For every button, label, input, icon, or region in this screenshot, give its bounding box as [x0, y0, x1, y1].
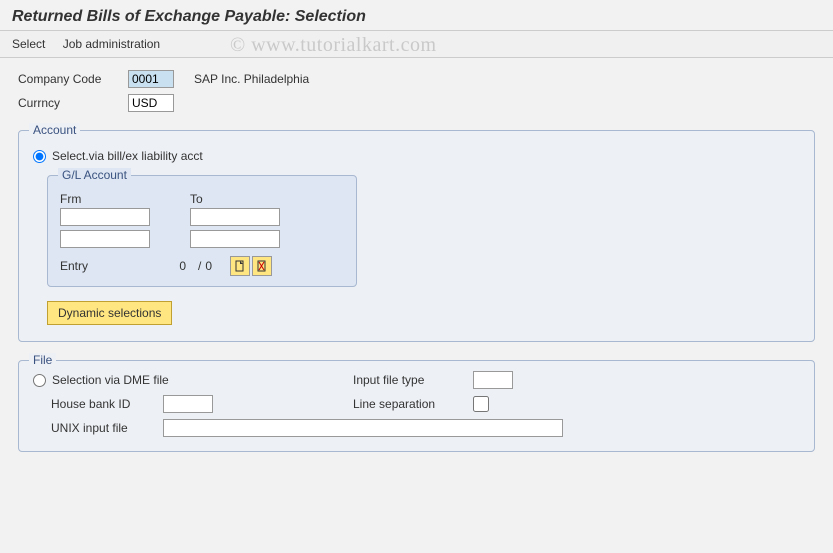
- select-via-bill-label: Select.via bill/ex liability acct: [52, 149, 203, 163]
- selection-via-dme-radio[interactable]: [33, 374, 46, 387]
- entry-row: Entry 0 / 0: [60, 256, 344, 276]
- entry-total: 0: [205, 259, 212, 273]
- entry-current: 0: [150, 259, 186, 273]
- line-sep-row: Line separation: [353, 395, 800, 413]
- line-sep-checkbox[interactable]: [473, 396, 489, 412]
- currency-input[interactable]: [128, 94, 174, 112]
- dynamic-selections-button[interactable]: Dynamic selections: [47, 301, 172, 325]
- gl-account-box: G/L Account Frm To Entry 0 / 0: [47, 175, 357, 287]
- menu-job-admin[interactable]: Job administration: [63, 37, 160, 51]
- unix-input[interactable]: [163, 419, 563, 437]
- page-title: Returned Bills of Exchange Payable: Sele…: [0, 0, 833, 31]
- house-bank-label: House bank ID: [33, 397, 163, 411]
- gl-to-label: To: [190, 192, 203, 206]
- house-bank-input[interactable]: [163, 395, 213, 413]
- company-code-label: Company Code: [18, 72, 128, 86]
- gl-headers-row: Frm To: [60, 192, 344, 206]
- account-group: Account Select.via bill/ex liability acc…: [18, 130, 815, 342]
- selection-via-dme-label: Selection via DME file: [52, 373, 169, 387]
- entry-icon-buttons: [230, 256, 272, 276]
- input-file-type-input[interactable]: [473, 371, 513, 389]
- account-group-title: Account: [29, 123, 80, 137]
- entry-label: Entry: [60, 259, 150, 273]
- content-area: Company Code SAP Inc. Philadelphia Currn…: [0, 58, 833, 464]
- file-group-title: File: [29, 353, 56, 367]
- delete-page-icon[interactable]: [252, 256, 272, 276]
- company-code-input[interactable]: [128, 70, 174, 88]
- file-grid: Selection via DME file Input file type H…: [33, 371, 800, 413]
- menu-select[interactable]: Select: [12, 37, 45, 51]
- company-code-row: Company Code SAP Inc. Philadelphia: [18, 70, 815, 88]
- new-page-icon[interactable]: [230, 256, 250, 276]
- menu-bar: Select Job administration: [0, 31, 833, 58]
- account-radio-row: Select.via bill/ex liability acct: [33, 149, 800, 163]
- gl-frm1-input[interactable]: [60, 208, 150, 226]
- gl-to1-input[interactable]: [190, 208, 280, 226]
- unix-label: UNIX input file: [33, 421, 163, 435]
- gl-row-1: [60, 208, 344, 226]
- gl-row-2: [60, 230, 344, 248]
- file-group: File Selection via DME file Input file t…: [18, 360, 815, 452]
- gl-frm2-input[interactable]: [60, 230, 150, 248]
- unix-row: UNIX input file: [33, 419, 800, 437]
- gl-frm-label: Frm: [60, 192, 190, 206]
- gl-to2-input[interactable]: [190, 230, 280, 248]
- currency-label: Currncy: [18, 96, 128, 110]
- dme-radio-row: Selection via DME file: [33, 371, 353, 389]
- select-via-bill-radio[interactable]: [33, 150, 46, 163]
- gl-account-title: G/L Account: [58, 168, 131, 182]
- house-bank-row: House bank ID: [33, 395, 353, 413]
- line-sep-label: Line separation: [353, 397, 473, 411]
- currency-row: Currncy: [18, 94, 815, 112]
- input-file-type-row: Input file type: [353, 371, 800, 389]
- company-name-label: SAP Inc. Philadelphia: [194, 72, 309, 86]
- input-file-type-label: Input file type: [353, 373, 473, 387]
- entry-sep: /: [198, 259, 201, 273]
